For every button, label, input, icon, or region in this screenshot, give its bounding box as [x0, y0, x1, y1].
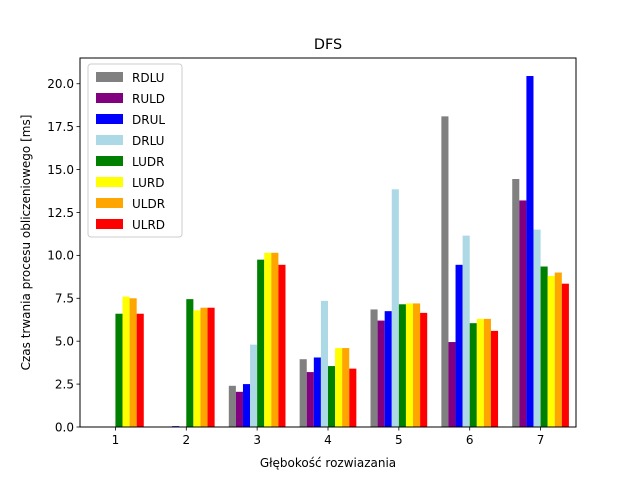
y-tick-label: 2.5 — [55, 377, 74, 391]
bar-ludr-1 — [115, 313, 123, 427]
y-tick-label: 7.5 — [55, 292, 74, 306]
bar-ruld-4 — [306, 372, 314, 427]
x-tick-label: 1 — [112, 433, 120, 447]
bar-lurd-4 — [335, 348, 343, 427]
bar-rdlu-3 — [228, 385, 236, 427]
bar-ulrd-7 — [561, 283, 569, 427]
legend-swatch-drul — [96, 114, 123, 124]
legend-label-drul: DRUL — [132, 113, 165, 127]
legend-label-uldr: ULDR — [132, 197, 165, 211]
bar-ulrd-4 — [349, 368, 357, 427]
bar-uldr-3 — [271, 252, 279, 427]
bar-ludr-5 — [398, 304, 406, 427]
bar-rdlu-6 — [441, 116, 449, 427]
bar-ulrd-5 — [420, 312, 428, 427]
legend-swatch-drlu — [96, 135, 123, 145]
bar-drlu-7 — [533, 229, 541, 427]
legend-label-lurd: LURD — [132, 176, 164, 190]
legend-label-ruld: RULD — [132, 92, 165, 106]
bar-ruld-6 — [448, 342, 456, 427]
x-tick-label: 3 — [253, 433, 261, 447]
legend-swatch-lurd — [96, 177, 123, 187]
bar-drlu-6 — [462, 235, 470, 427]
legend-swatch-uldr — [96, 198, 123, 208]
y-tick-label: 17.5 — [47, 120, 74, 134]
bar-ulrd-2 — [207, 307, 215, 427]
bar-lurd-5 — [405, 303, 414, 427]
legend-label-ludr: LUDR — [132, 155, 164, 169]
y-axis: 0.0 2.5 5.0 7.5 10.0 12.5 15.0 17.5 20.0 — [47, 77, 80, 434]
bar-ulrd-1 — [136, 313, 144, 427]
y-tick-label: 0.0 — [55, 420, 74, 434]
legend: RDLU RULD DRUL DRLU LUDR LURD ULDR ULRD — [87, 63, 183, 238]
bar-uldr-2 — [200, 307, 208, 427]
bar-rdlu-7 — [512, 178, 520, 427]
bar-rdlu-4 — [299, 359, 307, 427]
bar-ludr-6 — [469, 323, 477, 427]
legend-label-rdlu: RDLU — [132, 71, 164, 85]
bar-lurd-3 — [264, 252, 272, 427]
x-axis-title: Głębokość rozwiazania — [260, 456, 396, 470]
x-tick-label: 5 — [395, 433, 403, 447]
bar-ulrd-3 — [278, 264, 286, 427]
legend-label-ulrd: ULRD — [132, 218, 165, 232]
y-axis-title: Czas trwania procesu obliczeniowego [ms] — [19, 115, 33, 371]
bar-drlu-5 — [391, 189, 399, 427]
x-tick-label: 4 — [324, 433, 332, 447]
y-tick-label: 10.0 — [47, 249, 74, 263]
bar-drul-6 — [455, 264, 463, 427]
bar-uldr-6 — [483, 318, 491, 427]
bar-drul-7 — [526, 76, 534, 427]
bar-drul-5 — [384, 311, 392, 427]
bar-drlu-4 — [320, 300, 328, 427]
bars-layer — [115, 76, 569, 427]
legend-label-drlu: DRLU — [132, 134, 164, 148]
legend-swatch-ulrd — [96, 219, 123, 229]
legend-swatch-ludr — [96, 156, 123, 166]
y-tick-label: 15.0 — [47, 163, 74, 177]
legend-swatch-rdlu — [96, 72, 123, 82]
bar-uldr-5 — [413, 303, 421, 427]
bar-ludr-7 — [540, 266, 548, 427]
bar-ruld-3 — [235, 391, 243, 427]
y-tick-label: 20.0 — [47, 77, 74, 91]
bar-ulrd-6 — [490, 330, 499, 427]
bar-drul-4 — [313, 357, 321, 427]
bar-drul-3 — [242, 384, 251, 427]
y-tick-label: 5.0 — [55, 334, 74, 348]
bar-ruld-5 — [377, 320, 385, 427]
x-axis: 1 2 3 4 5 6 7 — [112, 427, 545, 447]
x-tick-label: 6 — [466, 433, 474, 447]
bar-ruld-7 — [519, 200, 527, 427]
y-tick-label: 12.5 — [47, 206, 74, 220]
chart-title: DFS — [314, 37, 342, 53]
bar-drlu-3 — [250, 344, 258, 427]
legend-swatch-ruld — [96, 93, 123, 103]
legend-frame — [87, 63, 183, 238]
bar-uldr-7 — [554, 272, 562, 427]
bar-rdlu-5 — [370, 309, 378, 427]
bar-ludr-2 — [186, 299, 194, 427]
bar-lurd-1 — [122, 296, 130, 427]
bar-lurd-7 — [547, 275, 555, 427]
bar-uldr-4 — [342, 348, 350, 427]
bar-lurd-6 — [476, 318, 484, 427]
bar-ludr-4 — [328, 366, 336, 427]
bar-uldr-1 — [129, 298, 137, 427]
x-tick-label: 7 — [537, 433, 545, 447]
bar-lurd-2 — [193, 310, 201, 427]
x-tick-label: 2 — [182, 433, 190, 447]
bar-ludr-3 — [257, 259, 265, 427]
